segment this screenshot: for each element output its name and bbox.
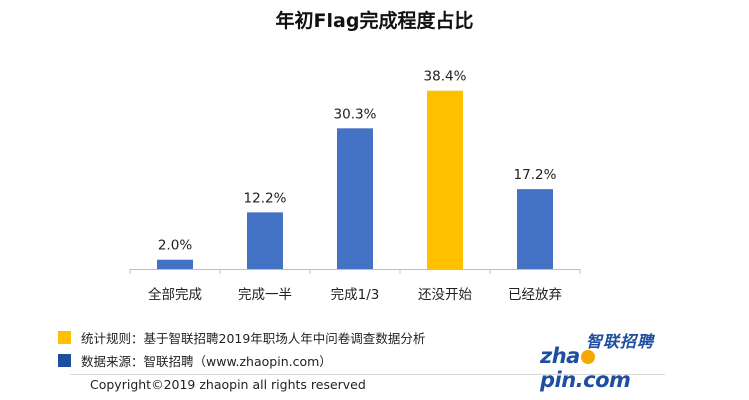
category-label-5: 已经放弃 [508,287,562,303]
bar-1 [157,259,193,269]
logo-english-text: zhapin.com [540,344,660,392]
data-label-3: 30.3% [334,106,377,122]
yellow-square-icon [58,331,71,344]
category-label-4: 还没开始 [418,287,472,303]
bar-3 [337,128,373,269]
zhaopin-logo: 智联招聘 zhapin.com [540,328,660,392]
category-label-3: 完成1/3 [331,287,380,303]
statistics-rule-text: 统计规则：基于智联招聘2019年职场人年中问卷调查数据分析 [81,331,426,346]
logo-chinese-text: 智联招聘 [585,332,654,351]
logo-en-part-1: zha [540,344,580,368]
category-label-1: 全部完成 [148,286,202,303]
bar-chart: 2.0% 全部完成 12.2% 完成一半 30.3% 完成1/3 38.4% 还没开始 17.2… [129,69,581,303]
blue-square-icon [58,354,71,367]
logo-orange-dot-icon [580,350,595,364]
statistics-rule-note: 统计规则：基于智联招聘2019年职场人年中问卷调查数据分析 [58,328,425,347]
bar-5 [517,189,553,269]
data-source-note: 数据来源：智联招聘（www.zhaopin.com） [58,351,332,370]
bar-4 [427,90,463,269]
data-source-text: 数据来源：智联招聘（www.zhaopin.com） [81,354,332,369]
data-label-4: 38.4% [424,69,467,85]
footer-divider [70,374,665,375]
data-label-2: 12.2% [244,190,287,206]
logo-en-part-2: pin.com [540,368,631,392]
data-label-1: 2.0% [158,238,192,254]
copyright-text: Copyright©2019 zhaopin all rights reserv… [90,377,366,392]
category-label-2: 完成一半 [238,287,292,303]
bar-2 [247,212,283,269]
chart-title: 年初Flag完成程度占比 [275,10,474,32]
data-label-5: 17.2% [514,167,557,183]
